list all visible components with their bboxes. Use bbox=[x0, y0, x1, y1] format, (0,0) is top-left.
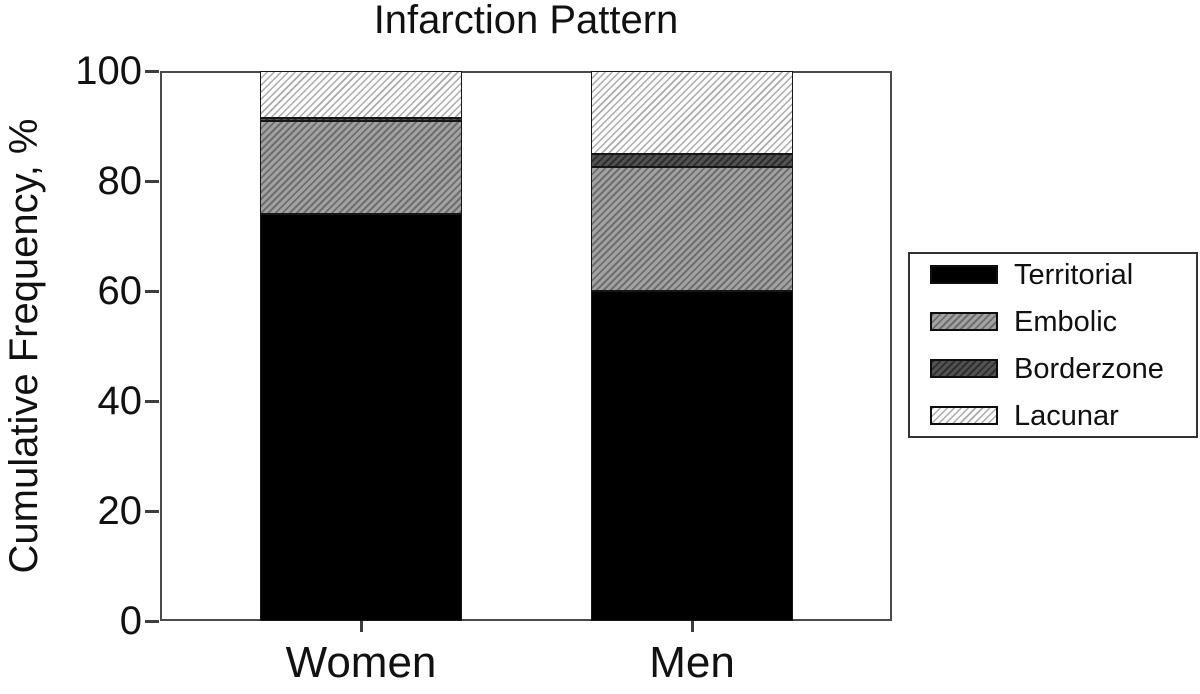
y-tick-mark bbox=[145, 400, 159, 403]
y-tick-mark bbox=[145, 620, 159, 623]
chart-title: Infarction Pattern bbox=[373, 0, 679, 42]
bar-segment-men-territorial bbox=[591, 291, 793, 621]
x-category-label-women: Women bbox=[285, 638, 437, 687]
bar-women bbox=[260, 71, 462, 621]
y-tick-label: 40 bbox=[97, 379, 143, 423]
legend-swatch-borderzone-icon bbox=[930, 359, 998, 378]
y-tick-label: 80 bbox=[97, 159, 143, 203]
y-tick-label: 100 bbox=[75, 49, 142, 93]
legend-label-territorial: Territorial bbox=[1014, 258, 1134, 291]
bar-segment-women-lacunar bbox=[260, 71, 462, 118]
bar-segment-women-embolic bbox=[260, 120, 462, 214]
x-tick-mark bbox=[691, 621, 694, 632]
x-tick-mark bbox=[360, 621, 363, 632]
y-axis-title: Cumulative Frequency, % bbox=[2, 118, 46, 574]
y-tick-mark bbox=[145, 510, 159, 513]
legend-swatch-territorial-icon bbox=[930, 265, 998, 284]
bar-segment-men-embolic bbox=[591, 167, 793, 291]
legend-item-lacunar: Lacunar bbox=[930, 400, 1196, 432]
legend-item-territorial: Territorial bbox=[930, 259, 1196, 291]
y-tick-mark bbox=[145, 290, 159, 293]
x-category-label-men: Men bbox=[649, 638, 735, 687]
legend-label-embolic: Embolic bbox=[1014, 305, 1118, 338]
legend: Territorial Embolic Borderzone Lacunar bbox=[908, 252, 1198, 438]
legend-swatch-embolic-icon bbox=[930, 312, 998, 331]
bar-segment-men-lacunar bbox=[591, 71, 793, 154]
legend-label-borderzone: Borderzone bbox=[1014, 352, 1164, 385]
y-tick-mark bbox=[145, 180, 159, 183]
legend-label-lacunar: Lacunar bbox=[1014, 399, 1119, 432]
y-tick-mark bbox=[145, 70, 159, 73]
bar-men bbox=[591, 71, 793, 621]
y-tick-label: 20 bbox=[97, 489, 143, 533]
legend-item-borderzone: Borderzone bbox=[930, 353, 1196, 385]
bar-segment-men-borderzone bbox=[591, 153, 793, 168]
legend-swatch-lacunar-icon bbox=[930, 406, 998, 425]
y-tick-label: 0 bbox=[119, 599, 142, 643]
bar-segment-women-borderzone bbox=[260, 117, 462, 121]
y-tick-label: 60 bbox=[97, 269, 143, 313]
bar-segment-women-territorial bbox=[260, 214, 462, 621]
legend-item-embolic: Embolic bbox=[930, 306, 1196, 338]
